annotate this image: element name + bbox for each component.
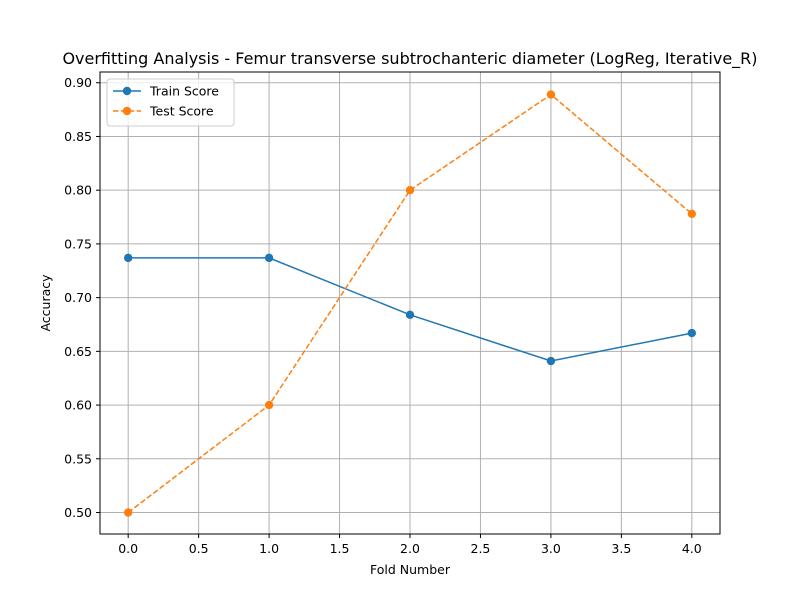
x-tick-label: 2.5: [471, 541, 491, 556]
x-tick-label: 4.0: [682, 541, 702, 556]
data-point-test-score: [405, 185, 415, 195]
data-point-test-score: [687, 209, 697, 219]
y-tick-label: 0.75: [64, 236, 92, 251]
series-test-score: [123, 90, 697, 517]
y-tick-label: 0.50: [64, 505, 92, 520]
x-tick-label: 0.0: [118, 541, 138, 556]
data-point-test-score: [546, 90, 556, 99]
legend-marker: [122, 86, 132, 96]
x-tick-label: 0.5: [189, 541, 209, 556]
y-tick-label: 0.65: [64, 344, 92, 359]
legend-label: Train Score: [149, 84, 219, 99]
y-tick-label: 0.55: [64, 451, 92, 466]
data-point-train-score: [687, 328, 697, 338]
data-point-train-score: [264, 253, 274, 263]
legend-label: Test Score: [149, 104, 214, 119]
x-axis-label: Fold Number: [370, 562, 451, 577]
y-tick-label: 0.70: [64, 290, 92, 305]
x-tick-label: 2.0: [400, 541, 420, 556]
legend-item-test-score: Test Score: [113, 104, 214, 119]
y-axis: 0.50 0.55 0.60 0.65 0.70 0.75 0.80 0.85 0.90: [64, 75, 100, 520]
legend-item-train-score: Train Score: [113, 84, 219, 99]
x-tick-label: 3.5: [611, 541, 631, 556]
legend-marker: [122, 106, 132, 116]
y-tick-label: 0.85: [64, 129, 92, 144]
y-tick-label: 0.90: [64, 75, 92, 90]
y-tick-label: 0.80: [64, 183, 92, 198]
legend: Train Score Test Score: [106, 78, 235, 127]
data-point-train-score: [123, 253, 133, 263]
series-line-test-score: [127, 93, 693, 514]
x-tick-label: 3.0: [541, 541, 561, 556]
data-point-train-score: [546, 356, 556, 366]
y-axis-label: Accuracy: [38, 274, 53, 332]
x-axis: 0.0 0.5 1.0 1.5 2.0 2.5 3.0 3.5 4.0: [118, 534, 702, 556]
plot-frame: [99, 71, 721, 535]
series-train-score: [123, 253, 697, 366]
series-layer: [123, 90, 697, 517]
data-point-test-score: [264, 400, 274, 410]
data-point-train-score: [405, 310, 415, 320]
grid: [100, 72, 720, 534]
x-tick-label: 1.0: [259, 541, 279, 556]
y-tick-label: 0.60: [64, 398, 92, 413]
x-tick-label: 1.5: [330, 541, 350, 556]
chart-title: Overfitting Analysis - Femur transverse …: [62, 49, 757, 69]
data-point-test-score: [123, 508, 133, 517]
